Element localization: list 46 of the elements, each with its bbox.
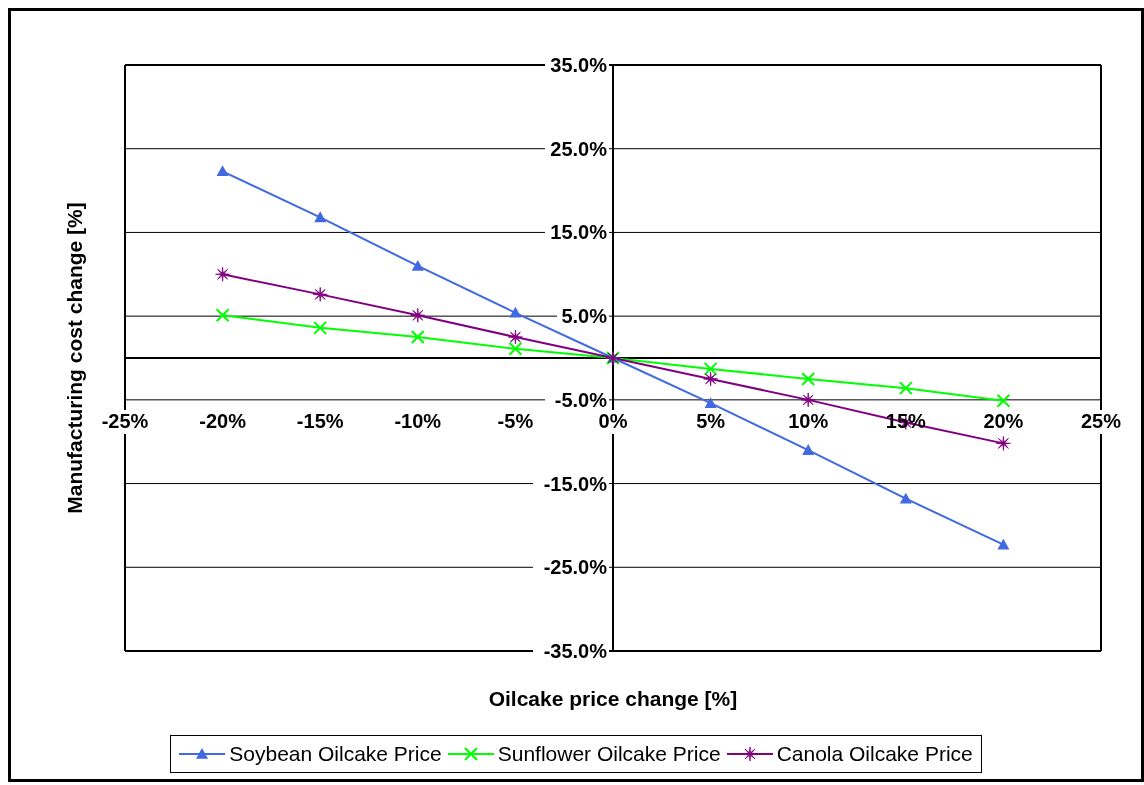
point xyxy=(508,329,523,345)
legend-label: Sunflower Oilcake Price xyxy=(497,742,721,766)
point xyxy=(802,444,815,455)
point xyxy=(703,371,718,387)
y-tick-label: -25.0% xyxy=(543,556,608,579)
y-tick-label: 35.0% xyxy=(550,54,608,76)
x-axis-title: Oilcake price change [%] xyxy=(488,686,738,710)
point xyxy=(314,211,327,223)
y-tick-label: 5.0% xyxy=(561,305,608,328)
y-tick-label: -35.0% xyxy=(543,640,608,662)
point xyxy=(997,538,1010,550)
x-tick-label: 20% xyxy=(983,410,1024,432)
x-tick-label: 25% xyxy=(1080,410,1122,432)
point xyxy=(313,320,328,335)
point xyxy=(996,393,1011,408)
y-tick-label: -15.0% xyxy=(543,472,608,495)
point xyxy=(996,435,1011,451)
y-tick-label: -5.0% xyxy=(554,388,608,411)
legend-label: Canola Oilcake Price xyxy=(776,742,973,766)
point xyxy=(215,266,230,282)
point xyxy=(800,392,816,408)
point xyxy=(898,381,913,396)
x-tick-label: -20% xyxy=(199,410,247,432)
point xyxy=(508,341,523,356)
x-tick-label: 5% xyxy=(696,410,726,432)
point xyxy=(411,259,424,271)
point xyxy=(216,165,229,177)
x-tick-label: -10% xyxy=(394,410,442,432)
point xyxy=(509,306,522,318)
point xyxy=(703,361,718,376)
x-tick-label: -5% xyxy=(497,410,534,432)
point xyxy=(215,308,230,323)
point xyxy=(801,371,816,386)
x-tick-label: -15% xyxy=(296,410,344,432)
point xyxy=(312,286,328,302)
x-tick-label: -25% xyxy=(101,410,149,432)
y-axis-title: Manufacturing cost change [%] xyxy=(63,202,87,514)
y-tick-label: 25.0% xyxy=(550,137,608,160)
point xyxy=(410,330,425,345)
x-tick-label: 0% xyxy=(598,410,628,432)
point xyxy=(899,492,912,504)
x-tick-label: 10% xyxy=(788,410,829,432)
y-tick-label: 15.0% xyxy=(550,221,608,244)
legend-label: Soybean Oilcake Price xyxy=(229,742,442,766)
point xyxy=(704,397,717,409)
point xyxy=(410,307,426,323)
